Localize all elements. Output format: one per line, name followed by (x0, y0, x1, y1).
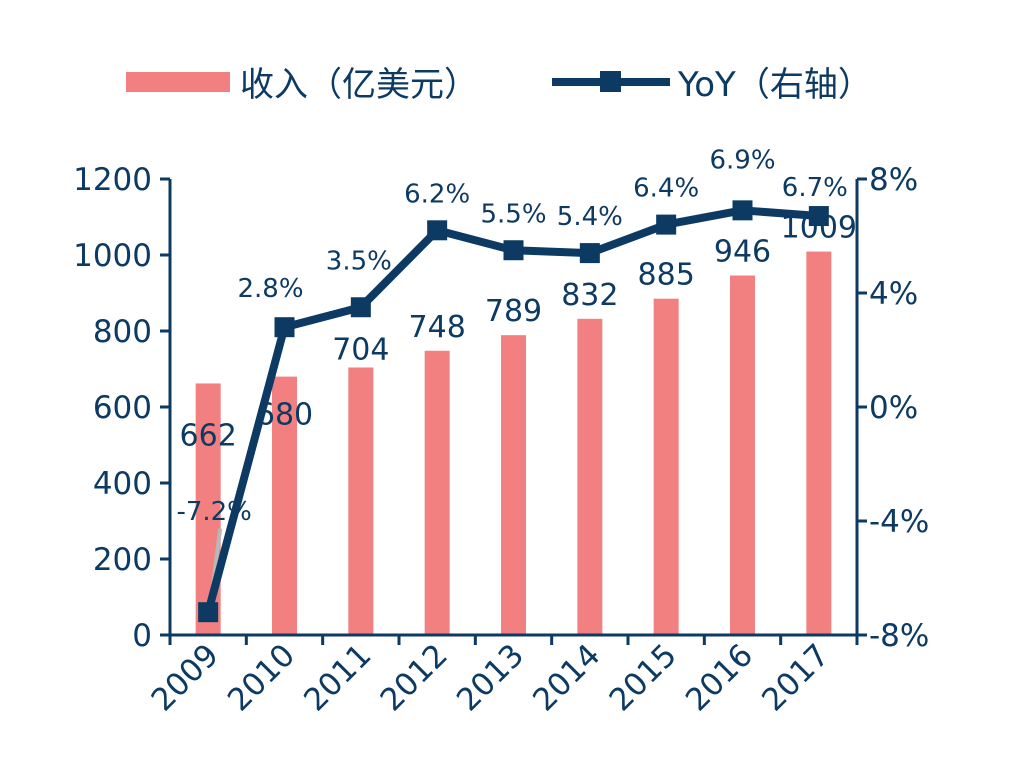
revenue-data-label: 662 (180, 418, 237, 453)
x-tick-label: 2017 (755, 637, 836, 718)
revenue-data-label: 704 (332, 332, 389, 367)
legend-label-yoy: YoY（右轴） (677, 65, 872, 105)
yoy-point-marker (808, 206, 829, 227)
yoy-point-marker (350, 297, 371, 318)
yoy-point-marker (198, 602, 219, 623)
right-tick-label: -8% (869, 618, 929, 654)
revenue-data-label: 832 (561, 278, 618, 313)
revenue-data-label: 789 (485, 294, 542, 329)
x-tick-label: 2010 (221, 637, 302, 718)
right-tick-label: 0% (869, 390, 918, 426)
x-tick-label: 2016 (679, 637, 760, 718)
x-tick-label: 2013 (450, 637, 531, 718)
left-tick-label: 800 (93, 314, 152, 350)
revenue-bar (806, 251, 832, 635)
revenue-data-label: 885 (638, 258, 695, 293)
yoy-data-label: 5.4% (557, 202, 623, 232)
data-labels: 662 680 704 748 789 832 885 946 1009 -7.2% 2.8% 3.5… (176, 145, 857, 527)
revenue-data-label: 748 (409, 310, 466, 345)
revenue-bar (501, 335, 526, 635)
revenue-bar (348, 367, 374, 635)
left-tick-label: 1000 (73, 238, 152, 274)
left-tick-label: 600 (93, 390, 152, 426)
left-tick-label: 0 (132, 618, 152, 654)
x-tick-label: 2015 (603, 637, 684, 718)
right-tick-label: 8% (869, 162, 918, 198)
legend: 收入（亿美元） YoY（右轴） (126, 65, 872, 105)
yoy-point-marker (732, 200, 753, 221)
yoy-line-series (198, 200, 829, 623)
yoy-point-marker (503, 240, 524, 261)
yoy-data-label: 5.5% (480, 199, 546, 229)
left-tick-label: 200 (93, 542, 152, 578)
yoy-point-marker (427, 220, 448, 241)
yoy-point-marker (579, 243, 600, 264)
revenue-data-label: 1009 (781, 211, 857, 246)
revenue-data-label: 946 (714, 235, 771, 270)
legend-marker-yoy (600, 71, 621, 92)
left-tick-label: 1200 (73, 162, 152, 198)
revenue-data-label: 680 (256, 398, 313, 433)
left-tick-label: 400 (93, 466, 152, 502)
yoy-data-label: 6.4% (633, 174, 699, 204)
legend-label-revenue: 收入（亿美元） (240, 65, 478, 105)
right-tick-label: 4% (869, 276, 918, 312)
yoy-data-label: 2.8% (237, 274, 303, 304)
yoy-data-label: 6.9% (709, 145, 775, 175)
revenue-bar (730, 275, 755, 635)
x-tick-label: 2011 (297, 637, 378, 718)
yoy-point-marker (656, 214, 677, 235)
yoy-data-label: 6.2% (404, 179, 470, 209)
right-tick-label: -4% (869, 504, 929, 540)
legend-swatch-revenue (126, 72, 230, 92)
x-tick-label: 2009 (145, 637, 226, 718)
revenue-bar (577, 318, 603, 635)
yoy-data-label: 6.7% (782, 173, 848, 203)
x-tick-label: 2014 (526, 637, 607, 718)
revenue-bar (272, 376, 297, 635)
yoy-point-marker (274, 317, 295, 338)
x-tick-label: 2012 (374, 637, 455, 718)
revenue-bar (424, 350, 450, 635)
yoy-data-label: 3.5% (326, 246, 392, 276)
yoy-data-label: -7.2% (176, 497, 251, 527)
revenue-bars (195, 251, 832, 635)
revenue-bar (653, 298, 679, 635)
